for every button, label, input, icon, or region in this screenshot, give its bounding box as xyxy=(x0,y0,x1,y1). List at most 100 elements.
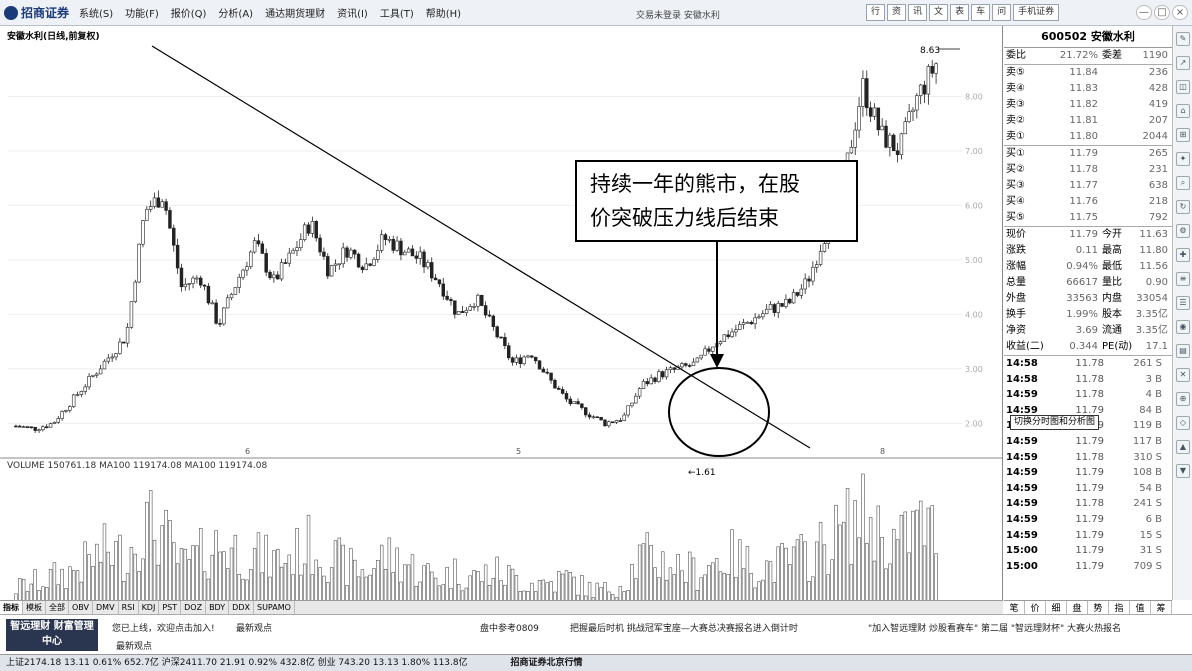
tool-icon[interactable]: ✎ xyxy=(1176,32,1190,46)
candle-body xyxy=(110,356,114,359)
quote-tab[interactable]: 笔 xyxy=(1004,601,1025,618)
tick-list[interactable]: 14:58 11.78 261 S 14:58 11.78 3 B 14:59 11.78 4 … xyxy=(1004,355,1172,574)
volume-bar xyxy=(383,568,388,600)
indicator-tab[interactable]: OBV xyxy=(69,601,94,614)
quick-tab-ask[interactable]: 问 xyxy=(992,4,1012,21)
menu-analysis[interactable]: 分析(A) xyxy=(218,9,254,20)
tool-icon[interactable]: ≡ xyxy=(1176,272,1190,286)
tool-icon[interactable]: ↻ xyxy=(1176,200,1190,214)
candle-body xyxy=(433,277,438,281)
tool-icon[interactable]: ⌂ xyxy=(1176,104,1190,118)
indicator-tab[interactable]: 全部 xyxy=(46,601,69,614)
tool-icon[interactable]: ✦ xyxy=(1176,152,1190,166)
promo-link-2[interactable]: "加入智远理财 炒股看赛车" 第二届 "智远理财杯" 大赛火热报名 xyxy=(868,624,1122,634)
indicator-tab[interactable]: DMV xyxy=(93,601,119,614)
tick-volume: 241 S xyxy=(1133,498,1162,510)
quick-tab-info[interactable]: 资 xyxy=(887,4,907,21)
tool-icon[interactable]: ◉ xyxy=(1176,320,1190,334)
quote-tab[interactable]: 价 xyxy=(1025,601,1046,618)
indicator-tab[interactable]: KDJ xyxy=(139,601,160,614)
brand-banner[interactable]: 智远理财 财富管理中心 xyxy=(6,619,98,651)
indicator-tab[interactable]: 模板 xyxy=(23,601,46,614)
quick-tab-mobile[interactable]: 手机证券 xyxy=(1013,4,1060,21)
volume-bar xyxy=(418,581,422,600)
quick-tab-table[interactable]: 表 xyxy=(950,4,970,21)
quote-tab[interactable]: 值 xyxy=(1130,601,1151,618)
candle-body xyxy=(260,243,265,254)
volume-bar xyxy=(91,566,95,600)
candle-body xyxy=(530,355,534,358)
maximize-icon[interactable]: □ xyxy=(1154,5,1170,20)
indicator-tab[interactable]: DDX xyxy=(229,601,254,614)
menu-futures[interactable]: 通达期货理财 xyxy=(265,9,326,20)
promo-link[interactable]: 把握最后时机 挑战冠军宝座—大赛总决赛报名进入倒计时 xyxy=(570,624,798,634)
volume-bar xyxy=(445,566,449,600)
tool-icon[interactable]: ▼ xyxy=(1176,464,1190,478)
volume-bar xyxy=(164,509,168,600)
quick-tab-car[interactable]: 车 xyxy=(971,4,991,21)
candle-body xyxy=(922,84,927,95)
candle-body xyxy=(880,125,884,131)
menu-system[interactable]: 系统(S) xyxy=(79,9,114,20)
candle-body xyxy=(133,281,138,302)
stat-label-2: 股本 xyxy=(1102,309,1122,320)
menu-quote[interactable]: 报价(Q) xyxy=(170,9,207,20)
tick-volume: 310 S xyxy=(1133,451,1162,463)
candle-body xyxy=(175,244,180,269)
indicator-tab[interactable]: PST xyxy=(159,601,182,614)
candle-body xyxy=(891,134,896,152)
quick-tab-text[interactable]: 文 xyxy=(929,4,949,21)
indicator-tab[interactable]: 指标 xyxy=(0,601,23,614)
ask-label: 卖④ xyxy=(1006,83,1025,94)
menu-tools[interactable]: 工具(T) xyxy=(379,9,414,20)
indicator-tab[interactable]: RSI xyxy=(119,601,139,614)
minimize-icon[interactable]: — xyxy=(1136,5,1152,20)
hint-text[interactable]: 最新观点 xyxy=(236,624,273,634)
quote-tab[interactable]: 细 xyxy=(1046,601,1067,618)
tool-icon[interactable]: ▤ xyxy=(1176,344,1190,358)
indicator-tab[interactable]: BDY xyxy=(206,601,230,614)
tool-icon[interactable]: ◫ xyxy=(1176,80,1190,94)
volume-bar xyxy=(699,577,703,600)
tool-icon[interactable]: ☰ xyxy=(1176,296,1190,310)
kline-chart[interactable]: 8.00 7.00 6.00 5.00 4.00 3.00 2.00 8.63 ←1.61 6 5 8 xyxy=(0,26,1003,600)
tool-icon[interactable]: ◇ xyxy=(1176,416,1190,430)
volume-bar xyxy=(141,558,145,600)
indicator-tab[interactable]: SUPAMO xyxy=(254,601,295,614)
quote-tab[interactable]: 筹 xyxy=(1151,601,1172,618)
menu-function[interactable]: 功能(F) xyxy=(125,9,159,20)
candle-body xyxy=(764,308,769,315)
tool-icon[interactable]: ⚙ xyxy=(1176,224,1190,238)
bid-label: 买③ xyxy=(1006,180,1025,191)
volume-bar xyxy=(160,525,164,600)
candle-body xyxy=(195,277,199,280)
candle-body xyxy=(734,329,738,333)
tool-icon[interactable]: ✚ xyxy=(1176,248,1190,262)
volume-bar xyxy=(441,584,445,600)
quote-tab[interactable]: 势 xyxy=(1088,601,1109,618)
switch-chart-button[interactable]: 切换分时图和分析图 xyxy=(1010,415,1100,430)
candle-body xyxy=(445,295,449,300)
welcome-text[interactable]: 您已上线，欢迎点击加入! xyxy=(112,624,215,634)
tool-icon[interactable]: ✕ xyxy=(1176,368,1190,382)
tool-icon[interactable]: ⊕ xyxy=(1176,392,1190,406)
quote-tab[interactable]: 指 xyxy=(1109,601,1130,618)
menu-help[interactable]: 帮助(H) xyxy=(425,9,462,20)
close-icon[interactable]: × xyxy=(1172,5,1188,20)
menu-news[interactable]: 资讯(I) xyxy=(337,9,368,20)
tick-price: 11.79 xyxy=(1075,560,1104,572)
indicator-tab[interactable]: DOZ xyxy=(181,601,207,614)
volume-bar xyxy=(68,566,72,600)
quick-tab-news[interactable]: 讯 xyxy=(908,4,928,21)
candle-body xyxy=(749,321,753,325)
hint-text-2[interactable]: 最新观点 xyxy=(116,642,153,652)
tool-icon[interactable]: ▲ xyxy=(1176,440,1190,454)
ask-volume: 236 xyxy=(1148,67,1168,78)
tool-icon[interactable]: ↗ xyxy=(1176,56,1190,70)
quick-tab-quote[interactable]: 行 xyxy=(866,4,886,21)
tool-icon[interactable]: ⌕ xyxy=(1176,176,1190,190)
quote-tab[interactable]: 盘 xyxy=(1067,601,1088,618)
center-news[interactable]: 盘中参考0809 xyxy=(480,624,539,634)
tool-icon[interactable]: ⊞ xyxy=(1176,128,1190,142)
kline-chart-panel[interactable]: 8.00 7.00 6.00 5.00 4.00 3.00 2.00 8.63 ←1.61 6 5 8… xyxy=(0,26,1003,623)
